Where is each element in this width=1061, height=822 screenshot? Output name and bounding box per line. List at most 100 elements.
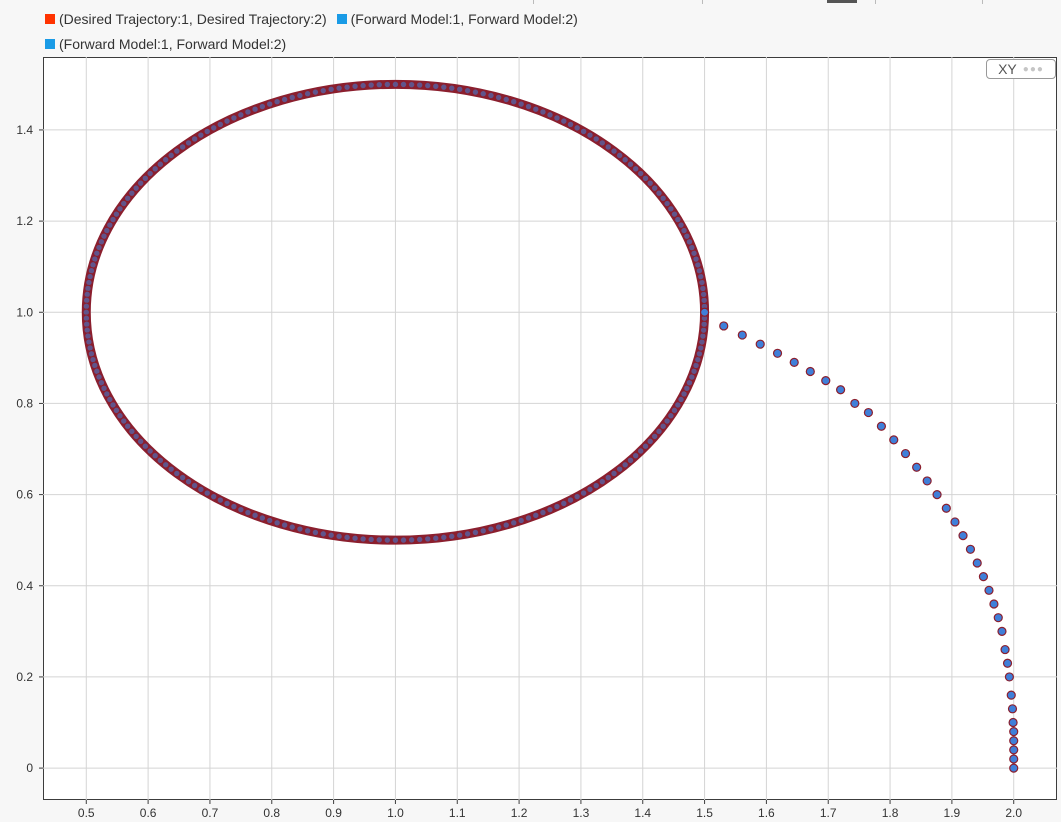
forward-model-point bbox=[805, 366, 815, 377]
trajectory-point bbox=[510, 519, 518, 527]
trajectory-point bbox=[265, 516, 274, 525]
x-tick-label: 0.6 bbox=[140, 806, 157, 820]
trajectory-point bbox=[383, 80, 392, 89]
forward-model-point bbox=[876, 421, 887, 431]
trajectory-point bbox=[128, 189, 136, 197]
trajectory-point bbox=[579, 489, 588, 497]
forward-model-point bbox=[863, 407, 874, 418]
legend-item-forward-model-2[interactable]: (Forward Model:1, Forward Model:2) bbox=[45, 36, 286, 52]
forward-model-point bbox=[889, 435, 899, 445]
legend-item-desired-trajectory[interactable]: (Desired Trajectory:1, Desired Trajector… bbox=[45, 11, 327, 27]
trajectory-point bbox=[479, 527, 487, 535]
trajectory-point bbox=[579, 127, 588, 136]
trajectory-point bbox=[82, 308, 90, 316]
trajectory-point bbox=[502, 521, 510, 529]
xy-plot-type-badge[interactable]: XY ●●● bbox=[986, 59, 1056, 79]
forward-model-point bbox=[835, 385, 846, 395]
trajectory-point bbox=[296, 525, 304, 533]
trajectory-point bbox=[136, 437, 145, 446]
trajectory-point bbox=[367, 535, 375, 544]
trajectory-point bbox=[123, 194, 132, 203]
trajectory-point bbox=[697, 272, 705, 281]
trajectory-point bbox=[106, 221, 114, 229]
trajectory-point bbox=[280, 521, 289, 529]
trajectory-point bbox=[146, 447, 154, 455]
trajectory-point bbox=[680, 226, 688, 235]
trajectory-point bbox=[517, 516, 525, 525]
trajectory-point bbox=[116, 205, 124, 213]
trajectory-point bbox=[471, 528, 480, 537]
x-tick-label: 0.5 bbox=[78, 806, 95, 820]
forward-model-point bbox=[941, 503, 951, 513]
trajectory-point bbox=[471, 88, 480, 96]
trajectory-point bbox=[112, 406, 121, 415]
forward-model-point bbox=[989, 599, 999, 609]
trajectory-point bbox=[383, 536, 392, 544]
trajectory-point bbox=[85, 338, 93, 346]
trajectory-point bbox=[197, 485, 205, 494]
trajectory-point bbox=[674, 401, 682, 409]
y-tick-label: 0.2 bbox=[16, 670, 33, 684]
trajectory-point bbox=[120, 417, 128, 425]
trajectory-point bbox=[230, 114, 238, 122]
forward-model-point bbox=[958, 531, 968, 541]
trajectory-point bbox=[592, 135, 600, 143]
trajectory-point bbox=[359, 535, 367, 543]
trajectory-point bbox=[440, 83, 448, 91]
trajectory-point bbox=[351, 82, 359, 90]
trajectory-point bbox=[655, 427, 663, 436]
trajectory-point bbox=[190, 135, 199, 143]
trajectory-point bbox=[223, 117, 231, 125]
x-tick-label: 1.7 bbox=[820, 806, 837, 820]
trajectory-point bbox=[631, 451, 640, 460]
trajectory-point bbox=[502, 95, 510, 104]
trajectory-point bbox=[586, 131, 594, 139]
trajectory-point bbox=[335, 84, 343, 92]
trajectory-point bbox=[216, 496, 225, 504]
trajectory-point bbox=[592, 481, 600, 490]
trajectory-point bbox=[251, 511, 259, 520]
plot-area[interactable] bbox=[43, 57, 1057, 800]
forward-model-point bbox=[997, 626, 1007, 636]
trajectory-point bbox=[432, 82, 440, 90]
trajectory-point bbox=[178, 473, 187, 482]
trajectory-point bbox=[146, 169, 154, 178]
trajectory-point bbox=[103, 390, 111, 398]
trajectory-point bbox=[120, 199, 128, 208]
trajectory-point bbox=[273, 519, 281, 527]
forward-model-point bbox=[1009, 727, 1019, 737]
trajectory-point bbox=[494, 523, 503, 531]
trajectory-point bbox=[424, 81, 432, 90]
legend-item-forward-model[interactable]: (Forward Model:1, Forward Model:2) bbox=[336, 11, 578, 27]
trajectory-point bbox=[456, 531, 464, 539]
trajectory-point bbox=[244, 508, 252, 517]
trajectory-point bbox=[487, 525, 495, 533]
forward-model-point bbox=[755, 339, 765, 349]
forward-model-point bbox=[932, 489, 942, 500]
trajectory-point bbox=[479, 90, 487, 98]
forward-model-point bbox=[972, 558, 982, 568]
legend-label: (Forward Model:1, Forward Model:2) bbox=[350, 11, 578, 27]
trajectory-point bbox=[697, 344, 705, 352]
y-tick-label: 1.0 bbox=[16, 305, 33, 319]
top-toolbar-ticks bbox=[0, 0, 1061, 4]
trajectory-point bbox=[494, 93, 503, 102]
trajectory-point bbox=[636, 447, 645, 455]
trajectory-point bbox=[335, 532, 343, 541]
trajectory-point bbox=[132, 184, 140, 192]
trajectory-point bbox=[621, 156, 629, 164]
forward-model-point bbox=[978, 572, 989, 582]
trajectory-point bbox=[566, 120, 575, 129]
trajectory-point bbox=[560, 117, 568, 125]
trajectory-point bbox=[650, 184, 659, 192]
trajectory-point bbox=[553, 502, 561, 511]
trajectory-point bbox=[251, 105, 259, 113]
trajectory-point bbox=[448, 84, 456, 92]
legend-label: (Desired Trajectory:1, Desired Trajector… bbox=[59, 11, 327, 27]
trajectory-point bbox=[265, 100, 274, 108]
trajectory-point bbox=[83, 290, 91, 299]
trajectory-point bbox=[87, 267, 96, 275]
forward-model-point bbox=[1009, 736, 1019, 746]
trajectory-point bbox=[375, 536, 383, 544]
